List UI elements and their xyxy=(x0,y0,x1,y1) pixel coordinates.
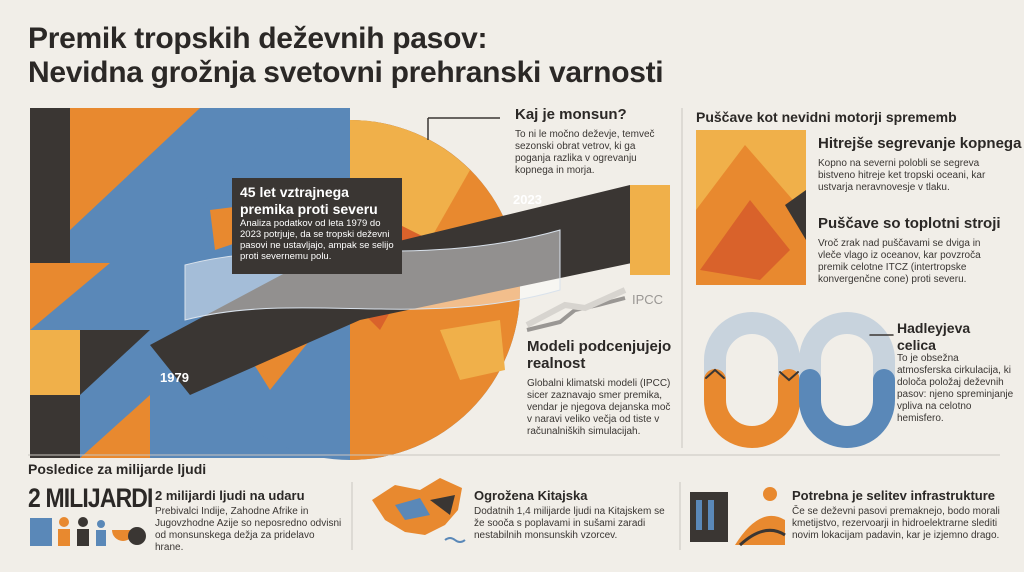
body xyxy=(77,529,89,546)
year-label: 2023 xyxy=(513,192,542,207)
water xyxy=(708,500,714,530)
people-icon xyxy=(30,517,146,546)
globe-land xyxy=(440,320,505,380)
hadley-art xyxy=(704,312,895,448)
item-title: 2 milijardi ljudi na udaru xyxy=(155,488,305,503)
block xyxy=(630,185,670,275)
cell-loop xyxy=(799,369,895,448)
monsoon-text: To ni le močno deževje, temveč sezonski … xyxy=(515,129,655,176)
map xyxy=(430,495,455,515)
monsoon-title: Kaj je monsun? xyxy=(515,106,627,123)
item-text: Dodatnih 1,4 milijarde ljudi na Kitajske… xyxy=(474,506,665,541)
section-heading: Posledice za milijarde ljudi xyxy=(28,461,207,477)
ipcc-label: IPCC xyxy=(632,292,664,307)
block xyxy=(700,200,790,280)
callout-text: Analiza podatkov od leta 1979 do 2023 po… xyxy=(240,218,394,262)
trend-line xyxy=(526,296,626,332)
head xyxy=(97,520,105,528)
big-number: 2 MILIJARDI xyxy=(28,483,153,513)
block xyxy=(30,108,70,263)
field xyxy=(738,528,786,547)
hadley-title: Hadleyjeva celica xyxy=(897,320,971,353)
block xyxy=(80,395,150,458)
item-title: Potrebna je selitev infrastrukture xyxy=(792,488,996,503)
item-title: Hitrejše segrevanje kopnega xyxy=(818,135,1022,152)
china-icon xyxy=(372,478,466,543)
item-title: Ogrožena Kitajska xyxy=(474,488,588,503)
arrow xyxy=(779,371,799,382)
sun xyxy=(763,487,777,501)
section-heading: Puščave kot nevidni motorji sprememb xyxy=(696,109,957,125)
item-title: Puščave so toplotni stroji xyxy=(818,215,1001,232)
title: Nevidna grožnja svetovni prehranski varn… xyxy=(28,56,664,89)
head xyxy=(59,517,69,527)
models-text: Globalni klimatski modeli (IPCC) sicer z… xyxy=(527,378,671,437)
infra-icon xyxy=(690,487,786,547)
arrow xyxy=(705,368,725,379)
hadley-text: To je obsežna atmosferska cirkulacija, k… xyxy=(897,353,1014,424)
water xyxy=(696,500,702,530)
head xyxy=(78,517,88,527)
callout-box xyxy=(232,178,402,274)
map xyxy=(395,498,430,520)
trend-line xyxy=(525,287,627,328)
body xyxy=(96,530,106,546)
grain xyxy=(128,527,146,545)
block xyxy=(30,518,52,546)
callout-title: 45 let vztrajnega premika proti severu xyxy=(240,184,378,217)
item-text: Prebivalci Indije, Zahodne Afrike in Jug… xyxy=(155,506,342,553)
cell-loop xyxy=(704,369,800,448)
body xyxy=(58,529,70,546)
block xyxy=(80,330,150,395)
block xyxy=(70,108,200,230)
block xyxy=(30,395,80,458)
title: Premik tropskih deževnih pasov: xyxy=(28,22,488,55)
cell-loop xyxy=(799,312,895,391)
item-text: Če se deževni pasovi premaknejo, bodo mo… xyxy=(792,506,1000,541)
block xyxy=(30,330,80,395)
block xyxy=(785,190,806,240)
desert-art xyxy=(696,130,806,285)
time-band xyxy=(150,185,670,395)
item-text: Kopno na severni polobli se segreva bist… xyxy=(818,158,986,193)
year-label: 1979 xyxy=(160,370,189,385)
water xyxy=(444,537,466,543)
models-title: Modeli podcenjujejo realnost xyxy=(527,338,672,372)
block xyxy=(30,263,110,330)
cell-loop xyxy=(704,312,800,391)
item-text: Vroč zrak nad puščavami se dviga in vleč… xyxy=(818,238,981,285)
